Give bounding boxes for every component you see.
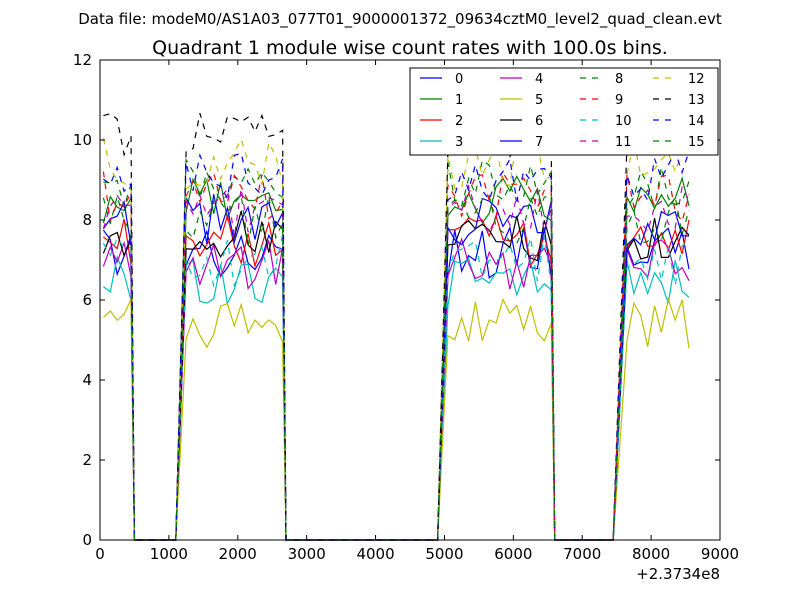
series-line-11 xyxy=(102,183,690,541)
series-line-5 xyxy=(102,296,690,541)
series-line-2 xyxy=(103,213,690,541)
x-tick-label: 8000 xyxy=(632,545,670,563)
suptitle: Data file: modeM0/AS1A03_077T01_90000013… xyxy=(78,10,722,29)
legend-label-4: 4 xyxy=(535,72,543,87)
axes: 0 1000 2000 3000 4000 5000 6000 7000 8000 9000 0 2 4… xyxy=(73,51,739,563)
legend-label-3: 3 xyxy=(455,135,463,150)
legend-label-0: 0 xyxy=(455,72,463,87)
series-line-3 xyxy=(103,255,690,541)
legend-label-8: 8 xyxy=(615,72,623,87)
x-tick-label: 1000 xyxy=(150,545,188,563)
legend-label-12: 12 xyxy=(688,72,705,87)
series-line-0 xyxy=(102,225,690,541)
legend-label-15: 15 xyxy=(688,135,705,150)
y-tick-label: 12 xyxy=(73,51,92,69)
legend-label-11: 11 xyxy=(615,135,632,150)
series-line-10 xyxy=(102,234,690,541)
series-line-8 xyxy=(103,157,690,541)
y-tick-label: 2 xyxy=(82,451,92,469)
series-line-7 xyxy=(102,194,690,541)
x-tick-label: 4000 xyxy=(356,545,394,563)
y-tick-label: 4 xyxy=(82,371,92,389)
chart-title: Quadrant 1 module wise count rates with … xyxy=(152,37,668,59)
x-offset-label: +2.3734e8 xyxy=(636,565,720,583)
plot-lines xyxy=(102,109,690,541)
x-tick-label: 6000 xyxy=(494,545,532,563)
legend-label-1: 1 xyxy=(455,93,463,108)
legend-label-14: 14 xyxy=(688,114,705,129)
legend-label-5: 5 xyxy=(535,93,543,108)
legend-label-10: 10 xyxy=(615,114,632,129)
x-tick-label: 9000 xyxy=(701,545,739,563)
legend-label-2: 2 xyxy=(455,114,463,129)
series-line-15 xyxy=(102,193,690,541)
legend-label-13: 13 xyxy=(688,93,705,108)
x-tick-label: 2000 xyxy=(219,545,257,563)
x-tick-label: 3000 xyxy=(288,545,326,563)
y-tick-label: 0 xyxy=(82,531,92,549)
legend-label-9: 9 xyxy=(615,93,623,108)
series-line-1 xyxy=(102,175,690,541)
x-tick-label: 5000 xyxy=(425,545,463,563)
y-tick-label: 10 xyxy=(73,131,92,149)
series-line-6 xyxy=(102,210,690,541)
y-tick-label: 6 xyxy=(82,291,92,309)
legend-label-7: 7 xyxy=(535,135,543,150)
x-tick-label: 0 xyxy=(95,545,105,563)
legend-label-6: 6 xyxy=(535,114,543,129)
y-tick-label: 8 xyxy=(82,211,92,229)
series-line-12 xyxy=(102,137,690,541)
series-line-4 xyxy=(102,237,690,541)
series-line-9 xyxy=(102,170,690,541)
x-tick-label: 7000 xyxy=(563,545,601,563)
